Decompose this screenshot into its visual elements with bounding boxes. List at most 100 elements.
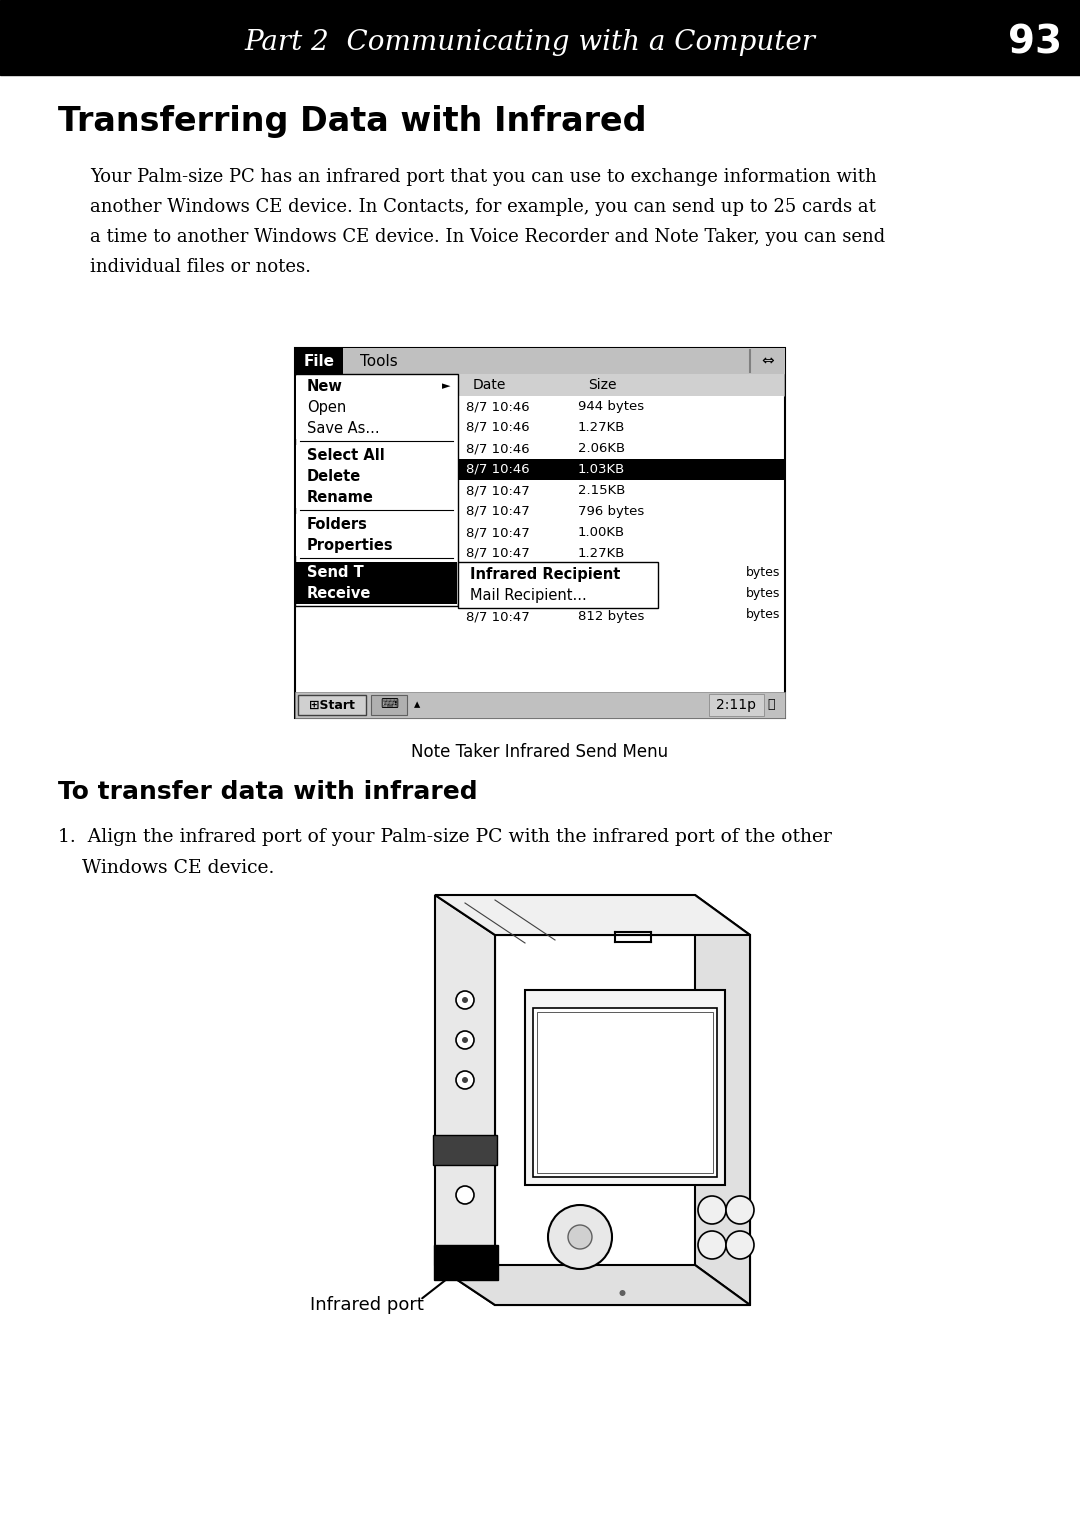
Text: New: New	[307, 379, 342, 394]
Text: another Windows CE device. In Contacts, for example, you can send up to 25 cards: another Windows CE device. In Contacts, …	[90, 197, 876, 216]
Bar	[296, 535, 457, 557]
Bar	[534, 1008, 717, 1177]
Text: bytes: bytes	[745, 566, 780, 579]
Text: individual files or notes.: individual files or notes.	[90, 258, 311, 277]
Bar	[295, 693, 785, 719]
Bar	[296, 466, 457, 488]
Text: Select All: Select All	[307, 448, 384, 463]
Circle shape	[698, 1231, 726, 1258]
Text: Send T: Send T	[307, 566, 364, 579]
Polygon shape	[495, 936, 750, 1304]
Circle shape	[456, 1187, 474, 1203]
Text: 796 bytes: 796 bytes	[578, 505, 645, 518]
Text: ⌨: ⌨	[380, 699, 399, 711]
Polygon shape	[435, 894, 750, 936]
Bar	[458, 375, 785, 396]
Text: 🕑: 🕑	[767, 699, 774, 711]
Bar	[372, 696, 407, 716]
Text: Note Taker Infrared Send Menu: Note Taker Infrared Send Menu	[411, 743, 669, 761]
Text: 93: 93	[1008, 23, 1062, 61]
Circle shape	[462, 997, 468, 1003]
Text: 1.03KB: 1.03KB	[578, 463, 625, 476]
Text: Your Palm-size PC has an infrared port that you can use to exchange information : Your Palm-size PC has an infrared port t…	[90, 168, 877, 187]
Text: 2.06KB: 2.06KB	[578, 442, 625, 456]
Text: 8/7 10:47: 8/7 10:47	[465, 526, 530, 540]
Text: File: File	[303, 353, 335, 368]
Text: 812 bytes: 812 bytes	[578, 610, 645, 622]
Polygon shape	[696, 894, 750, 1304]
Text: Tools: Tools	[360, 353, 397, 368]
Bar	[458, 563, 658, 609]
Bar	[296, 445, 457, 466]
Text: bytes: bytes	[745, 587, 780, 599]
Circle shape	[548, 1205, 612, 1269]
Text: 1.27KB: 1.27KB	[578, 547, 625, 560]
Bar	[296, 514, 457, 535]
Text: 8/7 10:47: 8/7 10:47	[465, 547, 530, 560]
Text: 8/7 10:47: 8/7 10:47	[465, 505, 530, 518]
Circle shape	[726, 1231, 754, 1258]
Text: 1.00KB: 1.00KB	[578, 526, 625, 540]
Text: 8/7 10:47: 8/7 10:47	[465, 589, 530, 602]
Text: Receive: Receive	[307, 586, 372, 601]
Polygon shape	[435, 894, 495, 1304]
Text: Infrared port: Infrared port	[310, 1297, 423, 1313]
Circle shape	[456, 991, 474, 1009]
Text: 8/7 10:46: 8/7 10:46	[465, 442, 529, 456]
Text: ⇔: ⇔	[761, 353, 774, 368]
Circle shape	[620, 1290, 625, 1297]
Text: ⊞Start: ⊞Start	[309, 699, 355, 711]
Text: 8/7 10:47: 8/7 10:47	[465, 485, 530, 497]
Circle shape	[568, 1225, 592, 1249]
Text: Date: Date	[473, 378, 507, 391]
Bar	[295, 375, 458, 605]
Bar	[296, 376, 457, 398]
Bar	[296, 398, 457, 417]
Text: 8/7 10:47: 8/7 10:47	[465, 567, 530, 581]
Text: Transferring Data with Infrared: Transferring Data with Infrared	[58, 106, 647, 138]
Circle shape	[698, 1196, 726, 1225]
Text: 1.27KB: 1.27KB	[578, 420, 625, 434]
Bar	[433, 1135, 497, 1165]
Text: 8/7 10:46: 8/7 10:46	[465, 420, 529, 434]
Text: Mail Recipient...: Mail Recipient...	[470, 589, 586, 602]
Text: 944 bytes: 944 bytes	[578, 401, 644, 413]
Text: 1.  Align the infrared port of your Palm-size PC with the infrared port of the o: 1. Align the infrared port of your Palm-…	[58, 829, 832, 846]
Text: Delete: Delete	[307, 469, 361, 485]
Bar	[295, 349, 785, 375]
Bar	[298, 696, 366, 716]
Text: a time to another Windows CE device. In Voice Recorder and Note Taker, you can s: a time to another Windows CE device. In …	[90, 228, 886, 246]
Text: 2.06KB: 2.06KB	[578, 567, 625, 581]
Text: Open: Open	[307, 401, 347, 414]
Text: Size: Size	[588, 378, 617, 391]
Text: Part 2  Communicating with a Computer: Part 2 Communicating with a Computer	[244, 29, 815, 55]
Text: Folders: Folders	[307, 517, 368, 532]
Bar	[296, 563, 457, 583]
Bar	[295, 349, 343, 375]
Bar	[296, 417, 457, 439]
Circle shape	[462, 1037, 468, 1043]
Text: To transfer data with infrared: To transfer data with infrared	[58, 780, 477, 804]
Text: 8/7 10:46: 8/7 10:46	[465, 463, 529, 476]
Bar	[458, 459, 785, 480]
Bar	[295, 349, 785, 719]
Text: ▴: ▴	[414, 699, 420, 711]
Text: 8/7 10:46: 8/7 10:46	[465, 401, 529, 413]
Text: Rename: Rename	[307, 489, 374, 505]
Bar	[296, 583, 457, 604]
Text: 2:11p: 2:11p	[716, 699, 756, 713]
Circle shape	[456, 1031, 474, 1049]
Bar	[537, 1012, 713, 1173]
Text: ►: ►	[442, 382, 450, 391]
Text: Infrared Recipient: Infrared Recipient	[470, 567, 620, 583]
Circle shape	[456, 1070, 474, 1089]
Text: Windows CE device.: Windows CE device.	[58, 859, 274, 878]
Text: 1.03KB: 1.03KB	[578, 589, 625, 602]
Bar	[525, 989, 725, 1185]
Text: Properties: Properties	[307, 538, 393, 553]
Text: 8/7 10:47: 8/7 10:47	[465, 610, 530, 622]
Circle shape	[462, 1076, 468, 1083]
Text: Save As...: Save As...	[307, 420, 380, 436]
Bar	[0, 0, 1080, 75]
Polygon shape	[435, 1264, 750, 1304]
